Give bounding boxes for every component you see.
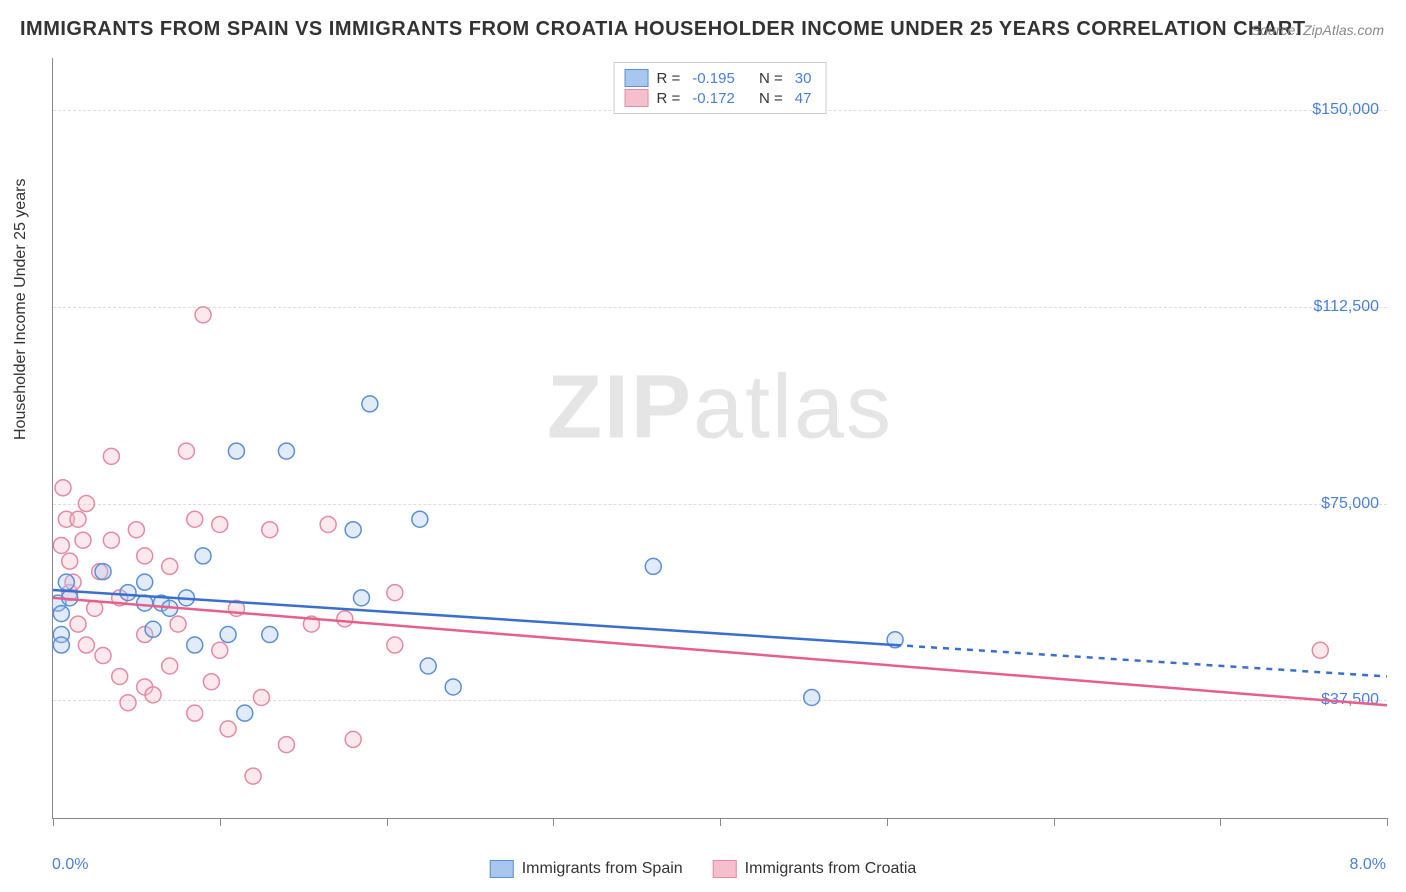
data-point [70, 511, 86, 527]
x-axis-min-label: 0.0% [52, 856, 88, 874]
data-point [203, 674, 219, 690]
x-tick [720, 818, 721, 826]
data-point [78, 496, 94, 512]
swatch-series2 [625, 89, 649, 107]
swatch-series1 [490, 860, 514, 878]
data-point [170, 616, 186, 632]
data-point [162, 558, 178, 574]
data-point [178, 443, 194, 459]
x-tick [887, 818, 888, 826]
data-point [645, 558, 661, 574]
chart-svg [53, 58, 1387, 818]
data-point [278, 737, 294, 753]
data-point [95, 564, 111, 580]
data-point [162, 658, 178, 674]
r-label: R = [657, 90, 681, 107]
data-point [412, 511, 428, 527]
data-point [120, 695, 136, 711]
data-point [237, 705, 253, 721]
data-point [278, 443, 294, 459]
data-point [337, 611, 353, 627]
data-point [387, 637, 403, 653]
x-tick [53, 818, 54, 826]
source-attribution: Source: ZipAtlas.com [1251, 22, 1384, 38]
data-point [804, 689, 820, 705]
data-point [137, 574, 153, 590]
data-point [212, 642, 228, 658]
plot-area: ZIPatlas R = -0.195 N = 30 R = -0.172 N … [52, 58, 1387, 819]
data-point [128, 522, 144, 538]
legend-label: Immigrants from Spain [522, 860, 683, 878]
y-axis-title: Householder Income Under 25 years [12, 179, 30, 440]
data-point [145, 621, 161, 637]
data-point [70, 616, 86, 632]
n-label: N = [759, 90, 783, 107]
n-value: 30 [795, 70, 812, 87]
data-point [62, 553, 78, 569]
data-point [187, 637, 203, 653]
swatch-series2 [713, 860, 737, 878]
x-tick [220, 818, 221, 826]
data-point [220, 721, 236, 737]
trend-line [53, 598, 1387, 705]
data-point [78, 637, 94, 653]
data-point [103, 448, 119, 464]
x-tick [553, 818, 554, 826]
data-point [1312, 642, 1328, 658]
data-point [320, 516, 336, 532]
x-tick [1387, 818, 1388, 826]
data-point [112, 668, 128, 684]
data-point [137, 548, 153, 564]
data-point [387, 585, 403, 601]
swatch-series1 [625, 69, 649, 87]
r-value: -0.195 [692, 70, 735, 87]
data-point [187, 705, 203, 721]
r-label: R = [657, 70, 681, 87]
stats-legend-row: R = -0.172 N = 47 [625, 89, 816, 107]
x-axis-max-label: 8.0% [1350, 856, 1386, 874]
x-tick [387, 818, 388, 826]
n-label: N = [759, 70, 783, 87]
data-point [195, 548, 211, 564]
data-point [187, 511, 203, 527]
x-tick [1220, 818, 1221, 826]
data-point [245, 768, 261, 784]
stats-legend-row: R = -0.195 N = 30 [625, 69, 816, 87]
data-point [220, 627, 236, 643]
data-point [75, 532, 91, 548]
data-point [55, 480, 71, 496]
r-value: -0.172 [692, 90, 735, 107]
data-point [195, 307, 211, 323]
data-point [445, 679, 461, 695]
data-point [53, 537, 69, 553]
x-tick [1054, 818, 1055, 826]
n-value: 47 [795, 90, 812, 107]
data-point [120, 585, 136, 601]
data-point [145, 687, 161, 703]
data-point [262, 627, 278, 643]
legend-item-series1: Immigrants from Spain [490, 860, 683, 878]
legend-label: Immigrants from Croatia [745, 860, 917, 878]
data-point [228, 443, 244, 459]
series-legend: Immigrants from Spain Immigrants from Cr… [490, 860, 917, 878]
data-point [420, 658, 436, 674]
stats-legend: R = -0.195 N = 30 R = -0.172 N = 47 [614, 62, 827, 114]
data-point [353, 590, 369, 606]
data-point [58, 574, 74, 590]
data-point [362, 396, 378, 412]
data-point [262, 522, 278, 538]
chart-title: IMMIGRANTS FROM SPAIN VS IMMIGRANTS FROM… [20, 18, 1306, 41]
data-point [345, 731, 361, 747]
data-point [53, 637, 69, 653]
data-point [103, 532, 119, 548]
data-point [212, 516, 228, 532]
data-point [95, 648, 111, 664]
data-point [253, 689, 269, 705]
data-point [53, 606, 69, 622]
legend-item-series2: Immigrants from Croatia [713, 860, 917, 878]
data-point [345, 522, 361, 538]
